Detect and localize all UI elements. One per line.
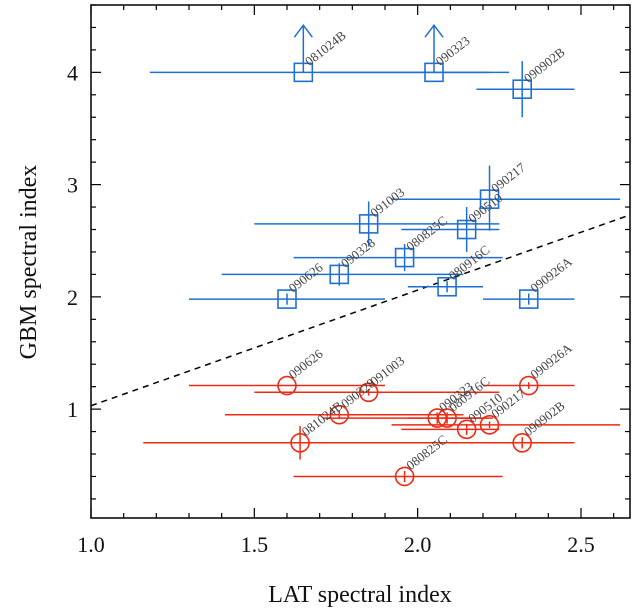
square-marker <box>394 247 415 268</box>
error-bars <box>143 23 621 483</box>
x-tick-label: 2.0 <box>404 532 432 557</box>
circle-marker <box>290 432 310 453</box>
reference-line <box>90 214 631 407</box>
point-label: 090926A <box>527 340 575 382</box>
circle-marker <box>394 466 415 487</box>
circle-marker <box>456 419 477 440</box>
square-marker <box>479 189 500 209</box>
point-label: 080825C <box>403 213 450 254</box>
circle-marker <box>479 415 500 435</box>
y-tick-label: 3 <box>67 173 78 198</box>
circle-marker <box>518 375 539 396</box>
point-label: 090902B <box>521 398 568 439</box>
y-tick-label: 1 <box>67 397 78 422</box>
point-label: 090626 <box>286 259 326 295</box>
circle-marker <box>329 404 350 425</box>
axes: 1.0 1.5 2.0 2.5 1 2 3 4 <box>67 4 631 557</box>
y-axis-title: GBM spectral index <box>16 165 42 360</box>
point-label: 091003 <box>367 184 407 220</box>
square-marker <box>293 62 314 83</box>
point-label: 090926A <box>527 253 575 295</box>
point-label: 090902B <box>521 44 568 85</box>
point-label: 080825C <box>403 432 450 473</box>
x-tick-label: 1.0 <box>77 532 105 557</box>
square-marker <box>358 214 379 234</box>
square-marker <box>512 79 533 99</box>
limit-arrow-head <box>424 23 444 38</box>
circle-marker <box>427 408 448 428</box>
circle-marker <box>512 432 533 453</box>
point-label: 090217 <box>488 159 528 195</box>
point-label: 090328 <box>338 375 378 411</box>
y-tick-label: 4 <box>67 60 78 85</box>
markers <box>277 62 539 487</box>
point-label: 090626 <box>286 346 326 382</box>
x-tick-label: 1.5 <box>241 532 269 557</box>
point-label: 090328 <box>338 235 378 271</box>
plot-frame <box>90 4 631 519</box>
square-marker <box>424 62 444 83</box>
square-marker <box>329 264 350 285</box>
circle-marker <box>277 375 297 396</box>
y-tick-label: 2 <box>67 285 78 310</box>
x-tick-label: 2.5 <box>567 532 595 557</box>
limit-arrow-head <box>293 23 313 38</box>
point-label: 090323 <box>433 33 473 69</box>
square-marker <box>456 219 477 240</box>
x-axis-title: LAT spectral index <box>268 582 452 608</box>
reference-line-group <box>90 214 631 407</box>
square-marker <box>277 289 297 309</box>
square-marker <box>518 289 539 309</box>
circle-marker <box>437 408 457 428</box>
circle-marker <box>358 382 379 403</box>
square-marker <box>437 276 457 297</box>
point-label: 080916C <box>446 242 493 283</box>
